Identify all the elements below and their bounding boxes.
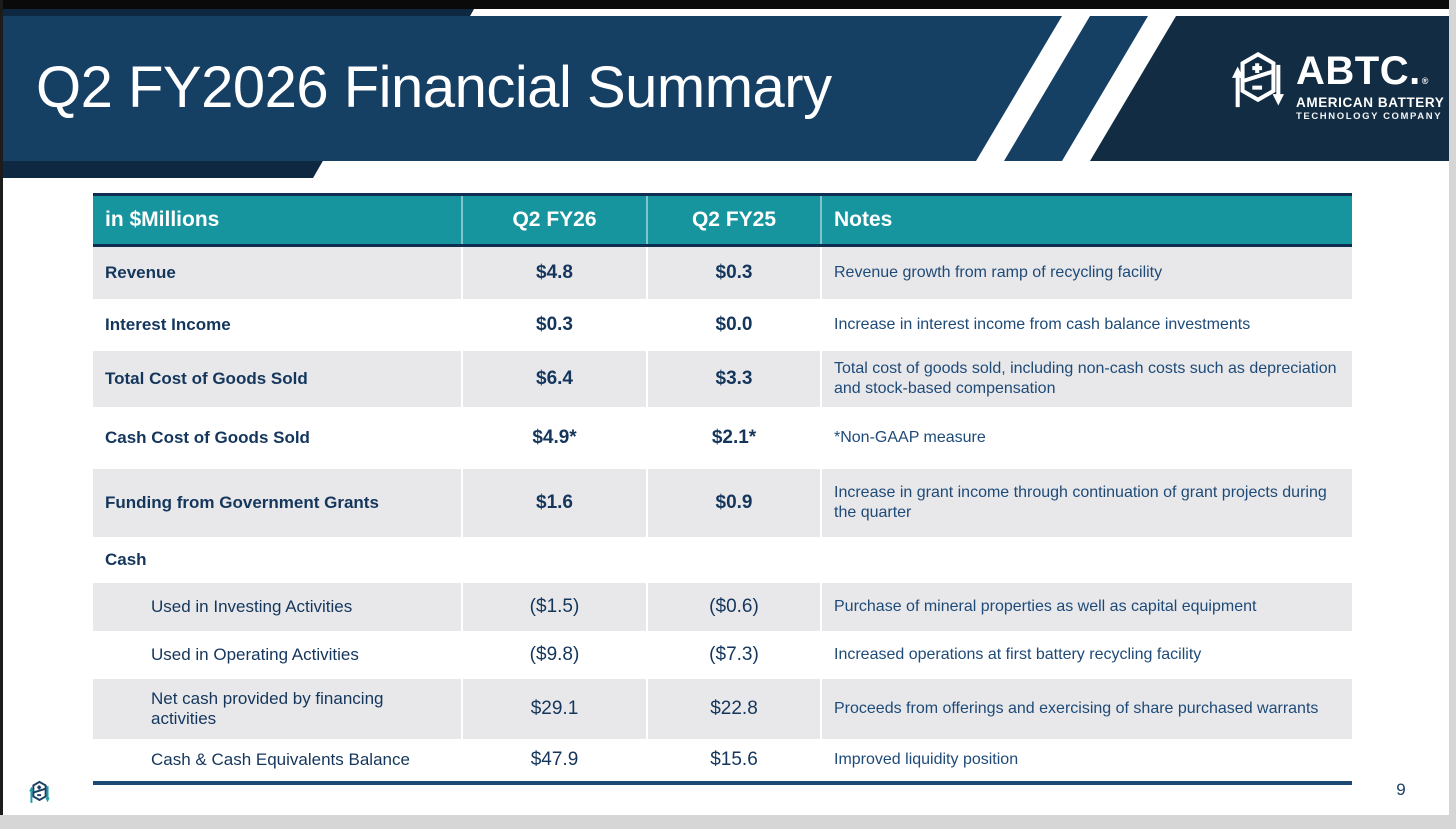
header-q2fy25: Q2 FY25 (646, 196, 820, 244)
row-note: Increased operations at first battery re… (820, 631, 1352, 679)
row-label: Interest Income (105, 315, 231, 334)
row-note: Improved liquidity position (820, 739, 1352, 781)
financial-summary-table: in $Millions Q2 FY26 Q2 FY25 Notes Reven… (93, 193, 1352, 785)
row-value-fy25: $0.0 (646, 299, 820, 351)
table-row-operating-activities: Used in Operating Activities ($9.8) ($7.… (93, 631, 1352, 679)
row-value-fy26: ($1.5) (461, 583, 646, 631)
row-note: Purchase of mineral properties as well a… (820, 583, 1352, 631)
row-note: Increase in grant income through continu… (820, 469, 1352, 537)
table-row-cash-section: Cash (93, 537, 1352, 583)
abtc-subtitle-line1: AMERICAN BATTERY (1296, 94, 1445, 110)
footer-battery-icon (29, 779, 50, 815)
row-value-fy26 (461, 537, 646, 583)
row-value-fy26: $0.3 (461, 299, 646, 351)
table-body: Revenue $4.8 $0.3 Revenue growth from ra… (93, 247, 1352, 781)
row-note: Increase in interest income from cash ba… (820, 299, 1352, 351)
row-value-fy26: $47.9 (461, 739, 646, 781)
row-value-fy25 (646, 537, 820, 583)
slide-left-border (0, 0, 3, 815)
row-note: Proceeds from offerings and exercising o… (820, 679, 1352, 739)
row-value-fy25: ($7.3) (646, 631, 820, 679)
row-value-fy25: $0.3 (646, 247, 820, 299)
row-note: *Non-GAAP measure (820, 407, 1352, 469)
row-value-fy26: $4.9* (461, 407, 646, 469)
registered-mark: ® (1421, 75, 1429, 86)
row-label: Funding from Government Grants (105, 493, 379, 512)
row-value-fy25: $15.6 (646, 739, 820, 781)
row-value-fy25: $22.8 (646, 679, 820, 739)
row-label: Total Cost of Goods Sold (105, 369, 308, 388)
row-value-fy25: ($0.6) (646, 583, 820, 631)
table-row-government-grants: Funding from Government Grants $1.6 $0.9… (93, 469, 1352, 537)
abtc-subtitle-line2: TECHNOLOGY COMPANY (1296, 111, 1443, 122)
presentation-slide: Q2 FY2026 Financial Summary (0, 0, 1449, 815)
row-value-fy26: $1.6 (461, 469, 646, 537)
battery-recycle-icon (1232, 51, 1284, 108)
table-row-cash-cogs: Cash Cost of Goods Sold $4.9* $2.1* *Non… (93, 407, 1352, 469)
abtc-logo-text: ABTC. ® AMERICAN BATTERY TECHNOLOGY COMPA… (1296, 51, 1444, 122)
row-value-fy26: $6.4 (461, 351, 646, 407)
header-in-millions: in $Millions (105, 208, 220, 231)
table-row-revenue: Revenue $4.8 $0.3 Revenue growth from ra… (93, 247, 1352, 299)
abtc-wordmark: ABTC. ® (1296, 48, 1429, 93)
row-note: Revenue growth from ramp of recycling fa… (820, 247, 1352, 299)
row-value-fy26: $4.8 (461, 247, 646, 299)
slide-title: Q2 FY2026 Financial Summary (36, 55, 832, 120)
row-value-fy25: $2.1* (646, 407, 820, 469)
row-label: Used in Operating Activities (151, 645, 359, 664)
header-navy-band (0, 16, 1062, 161)
table-row-financing-activities: Net cash provided by financing activitie… (93, 679, 1352, 739)
row-label: Revenue (105, 263, 176, 282)
page-number: 9 (1396, 780, 1406, 799)
row-label: Used in Investing Activities (151, 597, 353, 616)
table-row-cash-equivalents: Cash & Cash Equivalents Balance $47.9 $1… (93, 739, 1352, 781)
row-value-fy26: $29.1 (461, 679, 646, 739)
row-note (820, 537, 1352, 583)
abtc-logo: ABTC. ® AMERICAN BATTERY TECHNOLOGY COMPA… (1232, 46, 1444, 126)
row-value-fy25: $0.9 (646, 469, 820, 537)
header-q2fy26: Q2 FY26 (461, 196, 646, 244)
table-header-row: in $Millions Q2 FY26 Q2 FY25 Notes (93, 196, 1352, 247)
header-notes: Notes (820, 196, 1352, 244)
table-row-total-cogs: Total Cost of Goods Sold $6.4 $3.3 Total… (93, 351, 1352, 407)
row-label: Cash (105, 550, 147, 569)
header-underlay-bottom-shape (0, 159, 324, 178)
table-row-investing-activities: Used in Investing Activities ($1.5) ($0.… (93, 583, 1352, 631)
table-row-interest-income: Interest Income $0.3 $0.0 Increase in in… (93, 299, 1352, 351)
row-note: Total cost of goods sold, including non-… (820, 351, 1352, 407)
row-value-fy26: ($9.8) (461, 631, 646, 679)
row-label: Cash & Cash Equivalents Balance (151, 750, 410, 769)
slide-top-border (0, 0, 1449, 9)
row-label: Net cash provided by financing activitie… (151, 689, 384, 728)
row-value-fy25: $3.3 (646, 351, 820, 407)
row-label: Cash Cost of Goods Sold (105, 428, 310, 447)
